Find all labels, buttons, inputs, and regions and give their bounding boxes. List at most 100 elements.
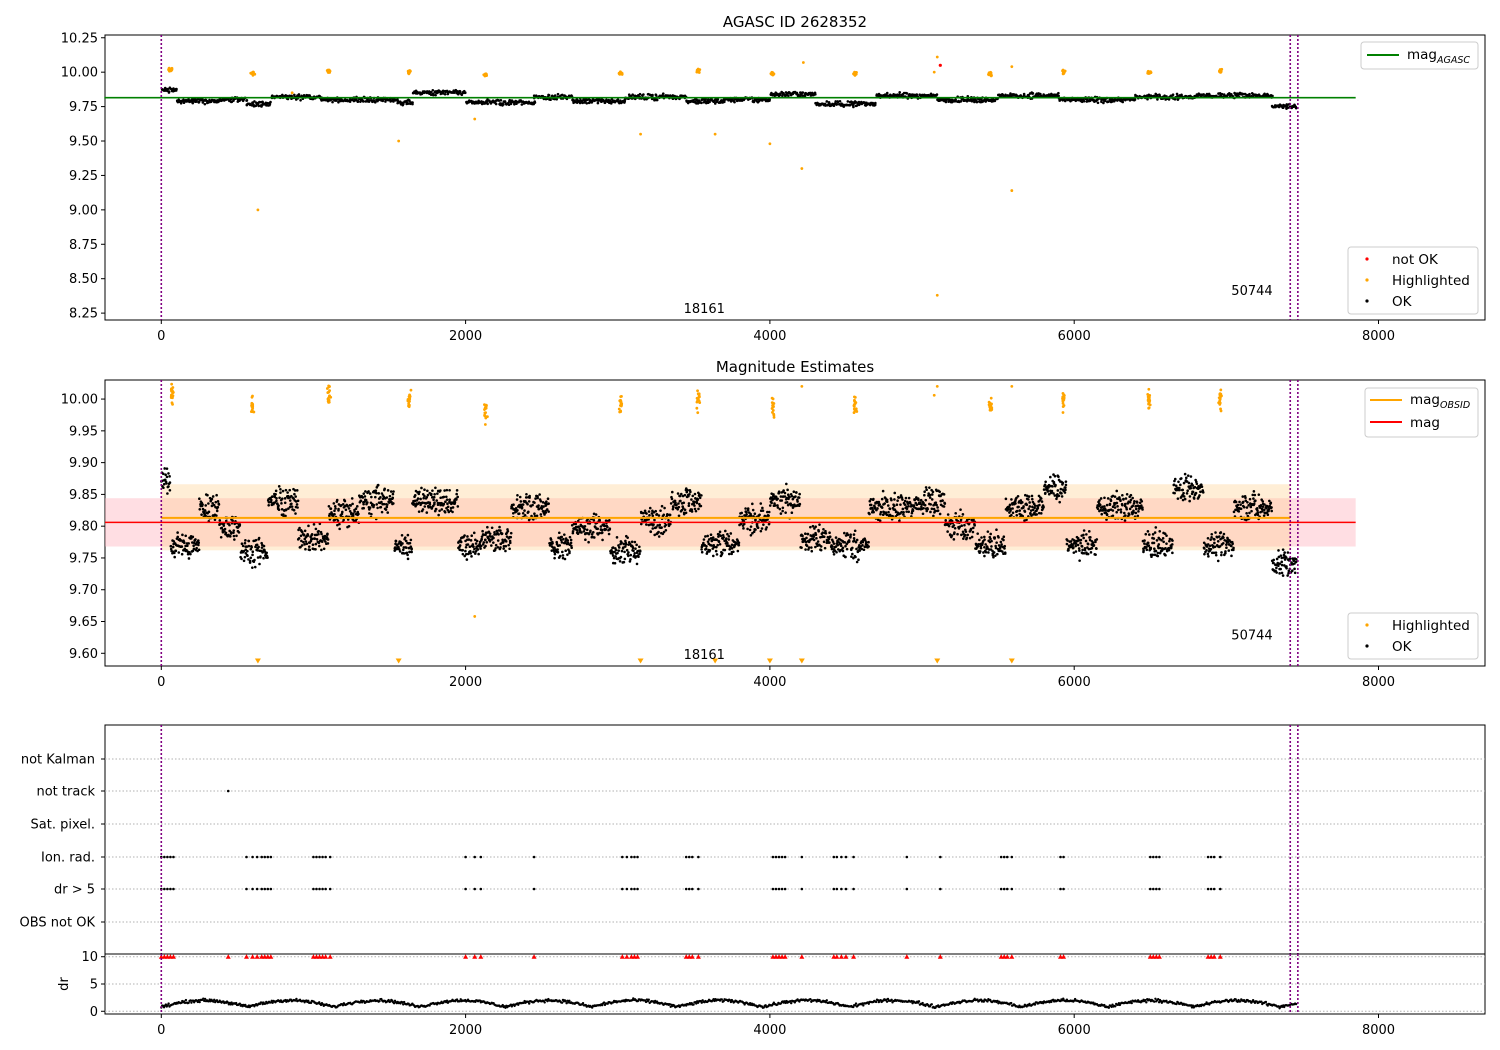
ok-point bbox=[717, 540, 721, 543]
ok-point bbox=[431, 88, 435, 92]
ok-point bbox=[336, 523, 339, 527]
ok-point bbox=[1015, 513, 1019, 517]
ok-point bbox=[754, 518, 757, 521]
ok-point bbox=[935, 93, 939, 96]
ok-point bbox=[783, 495, 787, 498]
ok-point bbox=[398, 550, 402, 553]
ok-point bbox=[1208, 544, 1212, 548]
ok-point bbox=[557, 531, 561, 535]
ok-point bbox=[696, 498, 700, 501]
ok-point bbox=[497, 533, 500, 536]
ok-point bbox=[379, 505, 383, 509]
ok-point bbox=[374, 489, 378, 493]
ok-point bbox=[304, 547, 307, 551]
ok-point bbox=[788, 91, 791, 95]
ok-point bbox=[934, 509, 937, 513]
ok-point bbox=[179, 101, 183, 105]
ok-point bbox=[720, 551, 724, 555]
ok-point bbox=[571, 530, 575, 533]
ok-point bbox=[980, 98, 983, 102]
ok-point bbox=[326, 538, 330, 541]
ok-point bbox=[231, 519, 234, 522]
ok-point bbox=[198, 497, 201, 501]
ok-point bbox=[1119, 508, 1123, 511]
ok-point bbox=[256, 549, 260, 552]
ok-point bbox=[1025, 503, 1029, 507]
ok-point bbox=[815, 536, 818, 540]
ok-point bbox=[1076, 539, 1079, 543]
ok-point bbox=[844, 544, 847, 548]
ok-point bbox=[393, 549, 397, 552]
ok-point bbox=[587, 540, 590, 544]
ok-point bbox=[583, 525, 587, 528]
ok-point bbox=[806, 532, 810, 536]
ok-point bbox=[726, 532, 729, 536]
ok-point bbox=[658, 523, 662, 527]
ok-point bbox=[1248, 497, 1252, 501]
highlighted-point bbox=[801, 61, 805, 64]
legend-not-ok: not OK bbox=[1392, 252, 1439, 268]
ok-point bbox=[1058, 500, 1061, 504]
ok-point bbox=[1244, 499, 1248, 502]
ok-point bbox=[458, 544, 462, 547]
ok-point bbox=[926, 507, 929, 511]
ok-point bbox=[1136, 514, 1140, 518]
ok-point bbox=[913, 498, 916, 502]
ok-point bbox=[893, 498, 896, 501]
ok-point bbox=[711, 538, 715, 542]
ok-point bbox=[305, 542, 309, 546]
ok-point bbox=[288, 499, 292, 502]
ok-point bbox=[1157, 543, 1161, 546]
ok-point bbox=[798, 492, 801, 496]
ok-point bbox=[1272, 105, 1275, 109]
ok-point bbox=[1059, 487, 1063, 491]
ok-point bbox=[1077, 547, 1081, 550]
ok-point bbox=[310, 533, 314, 536]
ok-point bbox=[971, 530, 975, 534]
ok-point bbox=[900, 510, 903, 514]
ok-point bbox=[912, 504, 916, 507]
ok-point bbox=[657, 535, 661, 538]
ok-point bbox=[1146, 530, 1150, 533]
ok-point bbox=[206, 493, 209, 497]
ok-point bbox=[592, 518, 596, 522]
ok-point bbox=[537, 507, 541, 511]
ok-point bbox=[1053, 484, 1057, 488]
ok-point bbox=[540, 507, 544, 510]
ok-point bbox=[478, 542, 482, 546]
ok-point bbox=[624, 545, 627, 548]
ok-point bbox=[789, 493, 793, 496]
ok-point bbox=[1200, 485, 1204, 489]
ok-point bbox=[299, 98, 302, 102]
ok-point bbox=[1108, 502, 1112, 506]
ok-point bbox=[1085, 533, 1088, 536]
ok-point bbox=[1124, 514, 1127, 517]
ok-point bbox=[341, 510, 344, 514]
ok-point bbox=[1115, 501, 1119, 505]
ok-point bbox=[1027, 498, 1030, 501]
ok-point bbox=[403, 536, 407, 539]
ok-point bbox=[1088, 99, 1092, 103]
ok-point bbox=[465, 558, 469, 561]
ok-point bbox=[804, 548, 807, 551]
ok-point bbox=[622, 542, 626, 546]
ok-point bbox=[969, 98, 973, 101]
ok-point bbox=[638, 92, 642, 96]
ok-point bbox=[240, 542, 244, 546]
ok-point bbox=[171, 545, 175, 549]
ok-point bbox=[836, 543, 840, 547]
ok-point bbox=[430, 492, 433, 496]
ok-point bbox=[337, 503, 341, 506]
ok-point bbox=[464, 552, 468, 556]
ok-point bbox=[935, 503, 938, 507]
obsid-annotation: 50744 bbox=[1231, 284, 1272, 299]
ok-point bbox=[1121, 493, 1124, 497]
ok-point bbox=[626, 536, 629, 539]
ok-point bbox=[772, 493, 775, 496]
ok-point bbox=[293, 93, 296, 97]
ok-point bbox=[406, 533, 410, 537]
ok-point bbox=[521, 511, 525, 515]
highlighted-point bbox=[397, 139, 401, 143]
ok-point bbox=[558, 554, 562, 558]
